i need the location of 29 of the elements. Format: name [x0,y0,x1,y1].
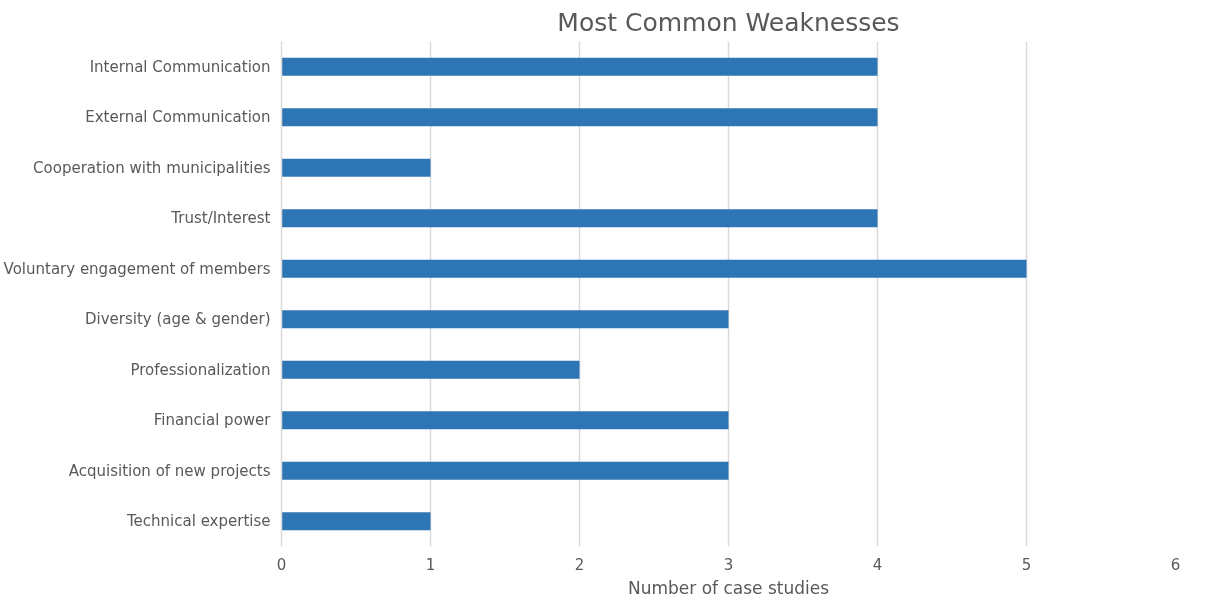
y-tick-label: External Communication [85,108,271,127]
x-tick-label: 5 [1021,555,1032,574]
bar [281,310,729,329]
y-tick-label: Technical expertise [126,512,271,531]
bar [281,57,878,76]
bar [281,411,729,430]
x-axis-title: Number of case studies [627,577,830,598]
y-tick-label: Trust/Interest [170,209,271,228]
bar [281,360,580,379]
bar [281,512,431,531]
y-tick-label: Financial power [153,411,272,430]
y-tick-label: Internal Communication [89,57,271,76]
chart-title: Most Common Weaknesses [557,7,900,37]
y-tick-label: Cooperation with municipalities [33,158,271,177]
x-tick-label: 4 [872,555,883,574]
x-tick-label: 0 [276,555,287,574]
x-tick-label: 1 [425,555,436,574]
bar [281,158,431,177]
x-tick-label: 6 [1170,555,1181,574]
bar [281,108,878,127]
y-tick-label: Diversity (age & gender) [84,310,271,329]
y-tick-label: Voluntary engagement of members [3,259,271,278]
bar [281,209,878,228]
x-tick-label: 3 [723,555,734,574]
bar [281,461,729,480]
y-tick-label: Professionalization [130,360,271,379]
y-tick-label: Acquisition of new projects [68,461,271,480]
bar [281,259,1027,278]
x-tick-label: 2 [574,555,585,574]
